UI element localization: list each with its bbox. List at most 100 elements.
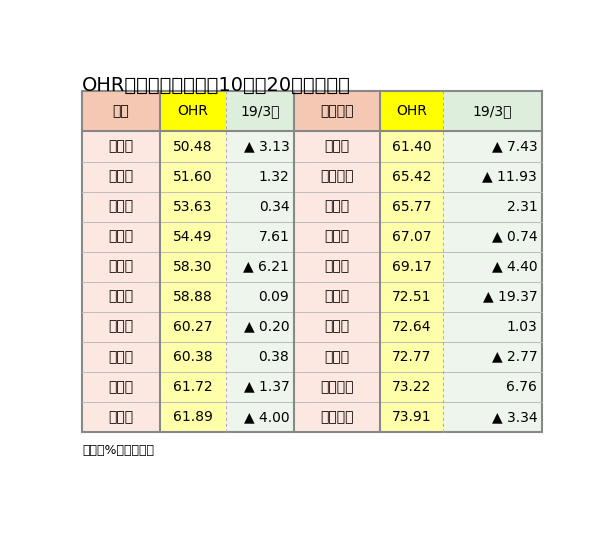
Text: 50.48: 50.48	[173, 139, 213, 153]
Bar	[160, 342, 226, 372]
Bar	[443, 162, 542, 191]
Bar	[226, 282, 294, 312]
Text: 51.60: 51.60	[173, 170, 213, 183]
Bar	[82, 402, 160, 432]
Text: 73.22: 73.22	[392, 380, 431, 394]
Text: ▲ 0.74: ▲ 0.74	[491, 230, 537, 244]
Text: 千　葉: 千 葉	[108, 200, 133, 214]
Bar	[380, 342, 443, 372]
Text: 福　岡: 福 岡	[108, 170, 133, 183]
Text: 西　京: 西 京	[325, 200, 350, 214]
Bar	[443, 252, 542, 282]
Text: 静　岡: 静 岡	[108, 350, 133, 364]
Bar	[160, 162, 226, 191]
Bar	[82, 252, 160, 282]
Text: 熊　本: 熊 本	[325, 320, 350, 333]
Text: 静岡中央: 静岡中央	[320, 410, 354, 424]
Text: 栃　木: 栃 木	[325, 289, 350, 304]
Text: 69.17: 69.17	[392, 259, 432, 274]
Bar	[82, 372, 160, 402]
Text: 58.30: 58.30	[173, 259, 213, 274]
Bar	[443, 282, 542, 312]
Text: 北　国: 北 国	[108, 410, 133, 424]
Text: 1.03: 1.03	[507, 320, 537, 333]
Text: ▲ 4.00: ▲ 4.00	[244, 410, 289, 424]
Text: 60.38: 60.38	[173, 350, 213, 364]
Bar	[160, 372, 226, 402]
Text: 7.61: 7.61	[258, 230, 289, 244]
Text: 山　口: 山 口	[108, 139, 133, 153]
Text: 54.49: 54.49	[173, 230, 213, 244]
Text: 65.42: 65.42	[392, 170, 431, 183]
Text: 61.89: 61.89	[173, 410, 213, 424]
Text: OHR: OHR	[396, 104, 427, 119]
Text: 72.64: 72.64	[392, 320, 431, 333]
Bar	[226, 162, 294, 191]
Bar	[294, 402, 380, 432]
Text: 72.77: 72.77	[392, 350, 431, 364]
Bar	[294, 342, 380, 372]
Text: ▲ 11.93: ▲ 11.93	[482, 170, 537, 183]
Text: 2.31: 2.31	[507, 200, 537, 214]
Text: 第二地銀: 第二地銀	[320, 104, 354, 119]
Text: 67.07: 67.07	[392, 230, 431, 244]
Text: ▲ 6.21: ▲ 6.21	[244, 259, 289, 274]
Text: ▲ 19.37: ▲ 19.37	[482, 289, 537, 304]
Bar	[82, 221, 160, 252]
Text: 広　島: 広 島	[108, 320, 133, 333]
Bar	[226, 342, 294, 372]
Text: ▲ 3.13: ▲ 3.13	[244, 139, 289, 153]
Bar	[294, 191, 380, 221]
Bar	[380, 312, 443, 342]
Bar	[380, 282, 443, 312]
Bar	[82, 91, 542, 432]
Bar	[226, 91, 294, 132]
Bar	[82, 162, 160, 191]
Text: 61.72: 61.72	[173, 380, 213, 394]
Bar	[226, 191, 294, 221]
Text: 0.38: 0.38	[258, 350, 289, 364]
Bar	[160, 282, 226, 312]
Text: もみじ: もみじ	[325, 139, 350, 153]
Bar	[294, 252, 380, 282]
Text: 19/3比: 19/3比	[473, 104, 512, 119]
Text: スルガ: スルガ	[108, 230, 133, 244]
Bar	[82, 342, 160, 372]
Bar	[294, 312, 380, 342]
Bar	[443, 132, 542, 162]
Bar	[294, 132, 380, 162]
Bar	[380, 162, 443, 191]
Text: 65.77: 65.77	[392, 200, 431, 214]
Bar	[443, 402, 542, 432]
Text: 東　和: 東 和	[325, 259, 350, 274]
Bar	[294, 91, 380, 132]
Bar	[380, 91, 443, 132]
Text: 1.32: 1.32	[258, 170, 289, 183]
Text: ▲ 3.34: ▲ 3.34	[491, 410, 537, 424]
Bar	[226, 372, 294, 402]
Text: 愛　媛: 愛 媛	[325, 350, 350, 364]
Text: 徳島大正: 徳島大正	[320, 380, 354, 394]
Text: 58.88: 58.88	[173, 289, 213, 304]
Text: OHR: OHR	[177, 104, 208, 119]
Bar	[380, 132, 443, 162]
Text: 単位：%、ポイント: 単位：%、ポイント	[82, 444, 154, 457]
Bar	[82, 312, 160, 342]
Text: 京　葉: 京 葉	[325, 230, 350, 244]
Bar	[160, 252, 226, 282]
Bar	[443, 312, 542, 342]
Text: 61.40: 61.40	[392, 139, 432, 153]
Bar	[82, 282, 160, 312]
Text: OHRが低い地域銀上位10行（20年３月期）: OHRが低い地域銀上位10行（20年３月期）	[82, 76, 351, 95]
Text: 0.34: 0.34	[259, 200, 289, 214]
Text: 53.63: 53.63	[173, 200, 213, 214]
Bar	[380, 402, 443, 432]
Text: 19/3比: 19/3比	[240, 104, 280, 119]
Bar	[82, 191, 160, 221]
Text: 横　浜: 横 浜	[108, 289, 133, 304]
Bar	[82, 132, 160, 162]
Bar	[443, 342, 542, 372]
Bar	[294, 282, 380, 312]
Text: 72.51: 72.51	[392, 289, 431, 304]
Bar	[443, 221, 542, 252]
